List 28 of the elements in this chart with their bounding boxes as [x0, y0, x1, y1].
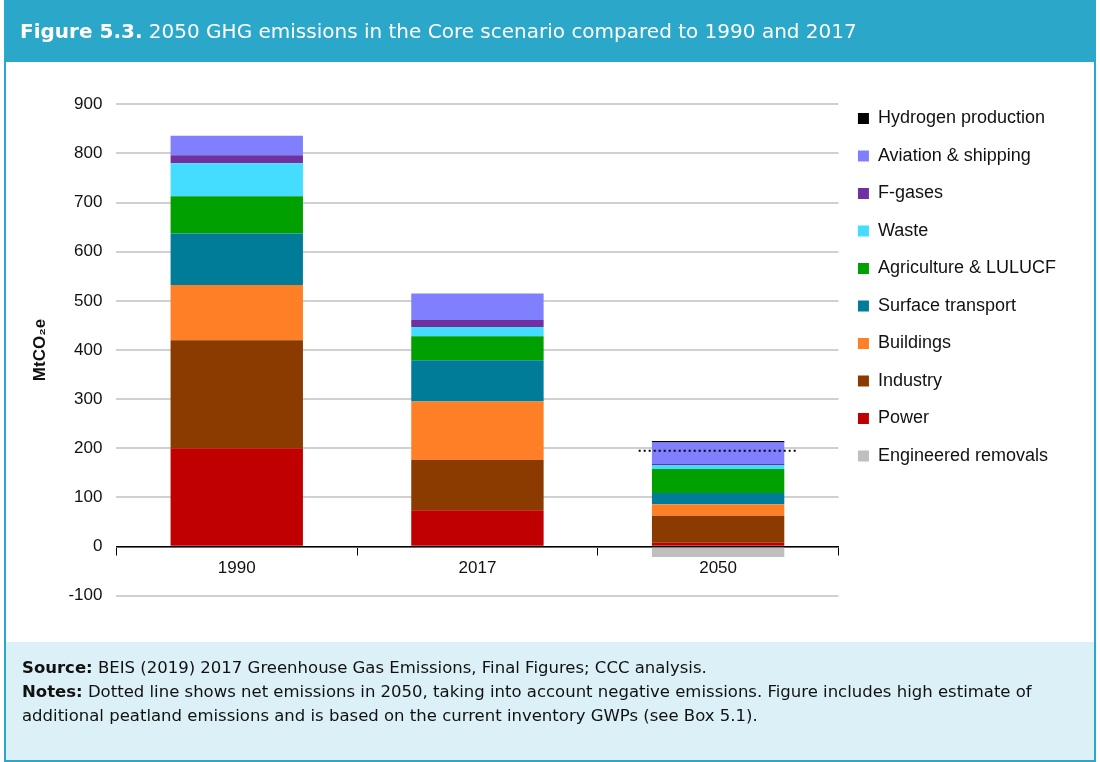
text: Notes: Dotted line shows net emissions in 2050, taking into account negative emissions. Figure includes high estimate of additional peatland emissions and is based on the current inventory GWPs (see Box 5.1). — [22, 681, 1033, 727]
y-tick-label: 500 — [74, 290, 103, 310]
legend-label: F-gases — [877, 182, 943, 203]
y-tick-label: 600 — [74, 241, 103, 261]
legend-label: Aviation & shipping — [877, 144, 1031, 165]
legend-label: Buildings — [877, 332, 951, 353]
x-tick-label: 2017 — [458, 557, 497, 577]
y-tick-label: 0 — [92, 536, 103, 556]
legend-label: Surface transport — [877, 294, 1017, 315]
y-tick-label: 300 — [74, 388, 103, 408]
legend-label: Agriculture & LULUCF — [877, 257, 1056, 278]
legend-label: Engineered removals — [877, 444, 1049, 465]
y-tick-label: -100 — [68, 585, 103, 605]
y-axis-title: MtCO₂e — [29, 318, 49, 382]
legend-label: Industry — [877, 369, 942, 390]
y-tick-label: 400 — [74, 339, 103, 359]
y-tick-label: 700 — [74, 192, 103, 212]
y-tick-label: 100 — [74, 487, 103, 507]
x-tick-label: 1990 — [217, 557, 256, 577]
y-tick-label: 900 — [74, 93, 103, 113]
legend-label: Waste — [877, 219, 929, 240]
legend-label: Power — [877, 407, 929, 428]
x-tick-label: 2050 — [699, 557, 738, 577]
chart-title: Figure 5.3. 2050 GHG emissions in the Core scenario compared to 1990 and 2017 — [6, 0, 1094, 62]
y-tick-label: 200 — [74, 438, 103, 458]
y-tick-label: 800 — [74, 143, 103, 163]
source-note: Source: BEIS (2019) 2017 Greenhouse Gas Emissions, Final Figures; CCC analysis. — [22, 657, 708, 679]
legend-label: Hydrogen production — [877, 107, 1046, 128]
